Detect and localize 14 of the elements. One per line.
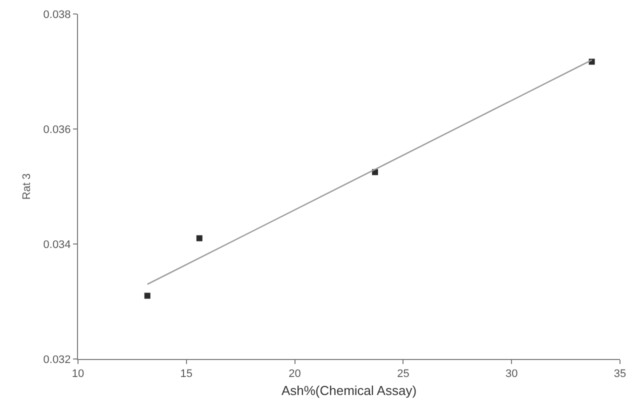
x-tick-label: 15 bbox=[180, 368, 193, 380]
x-tick-label: 25 bbox=[397, 368, 410, 380]
x-tick-label: 35 bbox=[614, 368, 626, 380]
y-tick-label: 0.032 bbox=[43, 354, 71, 366]
x-tick-label: 20 bbox=[288, 368, 301, 380]
point bbox=[144, 292, 150, 299]
x-tick-label: 30 bbox=[505, 368, 518, 380]
point bbox=[196, 235, 202, 242]
y-axis-title: Rat 3 bbox=[20, 173, 33, 200]
x-tick-label: 10 bbox=[72, 368, 84, 380]
y-tick-label: 0.036 bbox=[43, 124, 71, 136]
x-axis-title: Ash%(Chemical Assay) bbox=[281, 382, 417, 398]
y-tick-label: 0.038 bbox=[43, 8, 71, 21]
y-tick-label: 0.034 bbox=[43, 238, 71, 251]
